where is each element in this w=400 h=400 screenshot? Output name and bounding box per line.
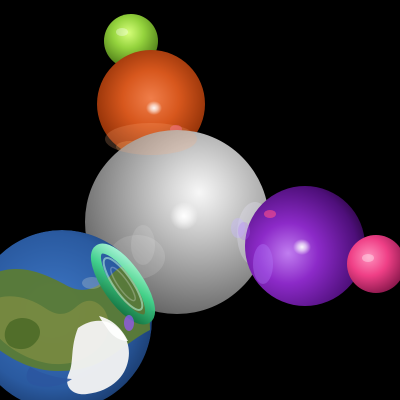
pink-sphere	[347, 235, 400, 293]
purple-sphere	[245, 186, 365, 306]
reflection-details	[124, 218, 250, 331]
green-ring	[90, 243, 156, 325]
